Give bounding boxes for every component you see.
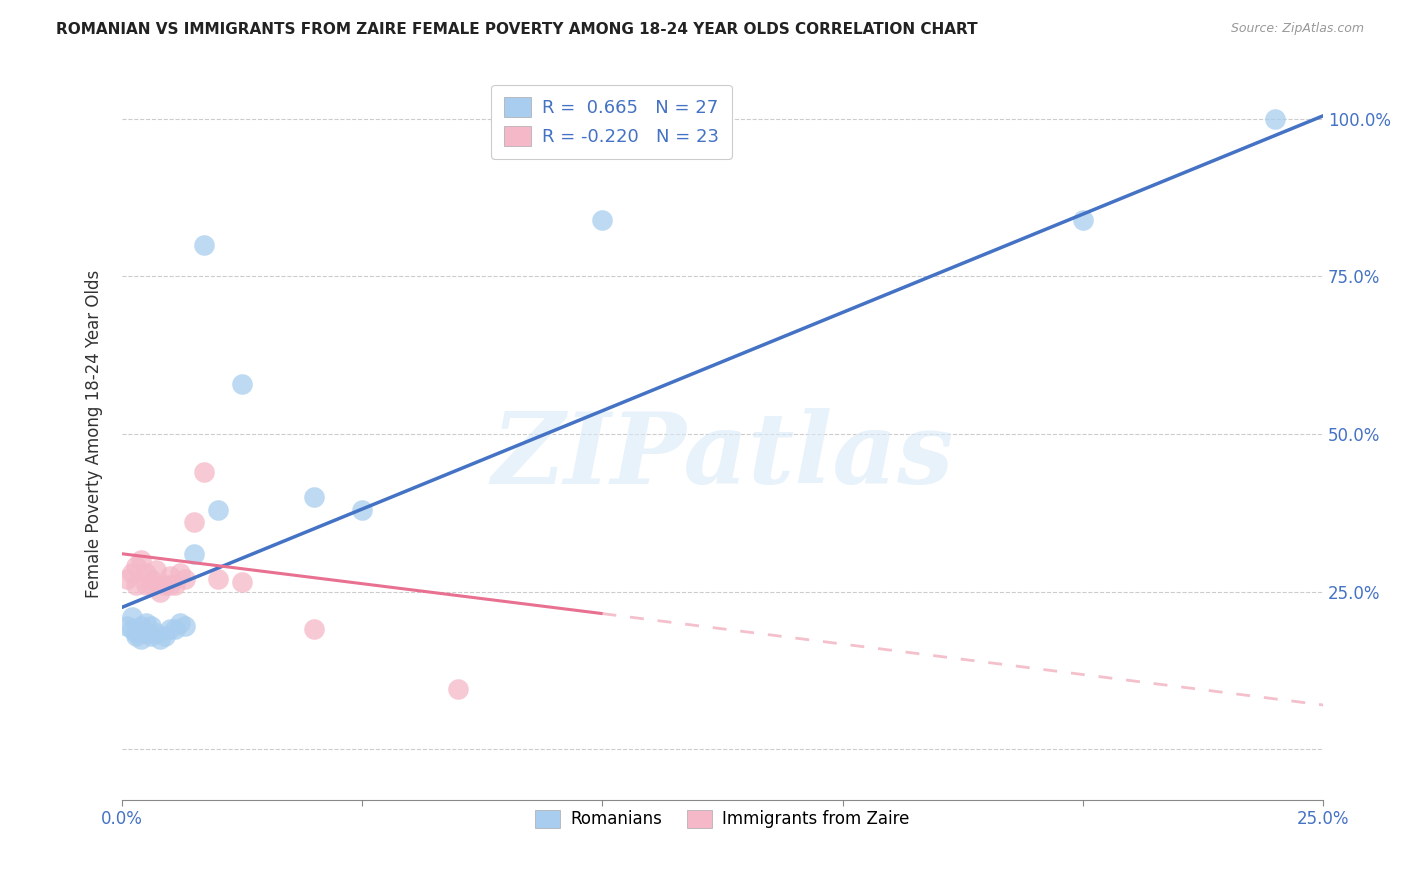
Point [183, 515, 205, 529]
Point [125, 559, 148, 574]
Point [159, 569, 181, 583]
Y-axis label: Female Poverty Among 18-24 Year Olds: Female Poverty Among 18-24 Year Olds [86, 270, 103, 599]
Point [129, 553, 152, 567]
Point [145, 625, 167, 640]
Point [139, 619, 162, 633]
Point [173, 619, 195, 633]
Point [125, 625, 148, 640]
Point [135, 616, 157, 631]
Point [163, 578, 186, 592]
Point [121, 566, 143, 580]
Point [149, 584, 172, 599]
Point [163, 623, 186, 637]
Point [129, 619, 152, 633]
Point [139, 572, 162, 586]
Point [149, 632, 172, 646]
Point [135, 578, 157, 592]
Legend: Romanians, Immigrants from Zaire: Romanians, Immigrants from Zaire [529, 803, 917, 835]
Point [139, 578, 162, 592]
Point [302, 623, 325, 637]
Point [1071, 212, 1094, 227]
Point [121, 623, 143, 637]
Point [135, 625, 157, 640]
Point [145, 562, 167, 576]
Point [447, 682, 470, 697]
Point [183, 547, 205, 561]
Text: Source: ZipAtlas.com: Source: ZipAtlas.com [1230, 22, 1364, 36]
Point [302, 490, 325, 504]
Point [155, 629, 177, 643]
Point [159, 578, 181, 592]
Point [352, 502, 374, 516]
Point [169, 566, 191, 580]
Point [231, 376, 253, 391]
Point [125, 629, 148, 643]
Point [173, 572, 195, 586]
Point [169, 616, 191, 631]
Point [115, 619, 138, 633]
Point [121, 609, 143, 624]
Point [193, 238, 215, 252]
Point [207, 572, 229, 586]
Point [231, 575, 253, 590]
Point [139, 629, 162, 643]
Text: ROMANIAN VS IMMIGRANTS FROM ZAIRE FEMALE POVERTY AMONG 18-24 YEAR OLDS CORRELATI: ROMANIAN VS IMMIGRANTS FROM ZAIRE FEMALE… [56, 22, 977, 37]
Point [129, 632, 152, 646]
Point [159, 623, 181, 637]
Point [115, 572, 138, 586]
Point [155, 578, 177, 592]
Point [1264, 112, 1286, 126]
Text: ZIPatlas: ZIPatlas [492, 408, 953, 504]
Point [193, 465, 215, 479]
Point [135, 566, 157, 580]
Point [592, 212, 614, 227]
Point [207, 502, 229, 516]
Point [125, 578, 148, 592]
